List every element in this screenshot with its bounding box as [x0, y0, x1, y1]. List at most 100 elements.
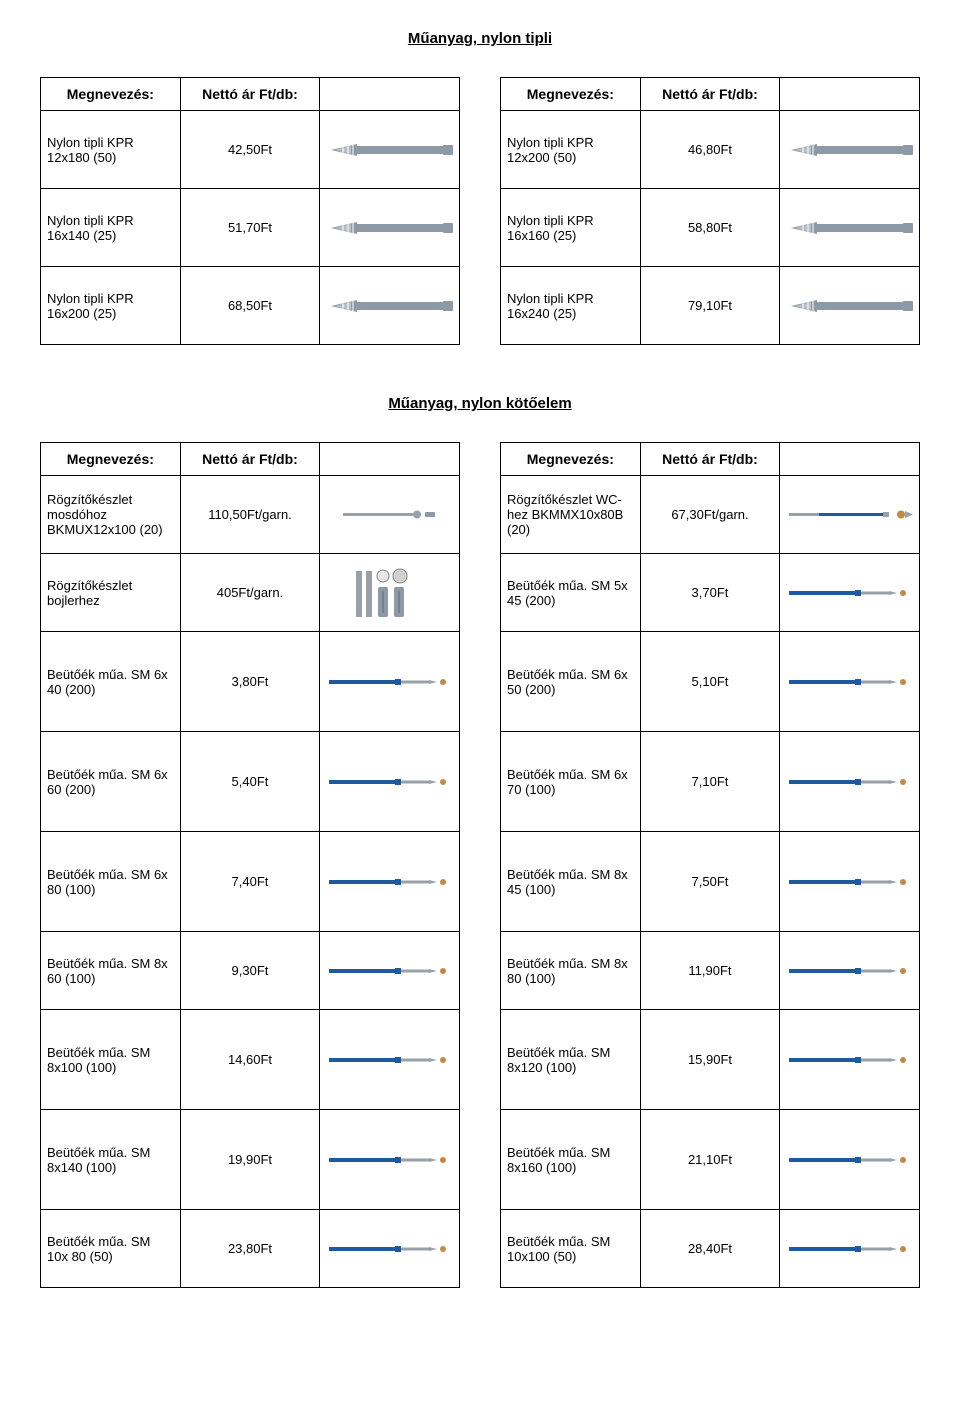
table-row: Beütőék műa. SM 6x 60 (200)5,40Ft — [41, 732, 460, 832]
cell-image — [320, 111, 460, 189]
cell-price: 110,50Ft/garn. — [180, 476, 320, 554]
fastener-icon — [785, 1153, 915, 1167]
cell-price: 15,90Ft — [640, 1010, 780, 1110]
cell-name: Beütőék műa. SM 5x 45 (200) — [501, 554, 641, 632]
bolt-long-icon — [785, 508, 915, 522]
cell-name: Nylon tipli KPR 16x140 (25) — [41, 189, 181, 267]
cell-image — [320, 189, 460, 267]
cell-name: Beütőék műa. SM 6x 70 (100) — [501, 732, 641, 832]
table-row: Nylon tipli KPR 16x140 (25)51,70Ft — [41, 189, 460, 267]
col-image — [780, 78, 920, 111]
col-price: Nettó ár Ft/db: — [640, 443, 780, 476]
cell-name: Beütőék műa. SM 8x 60 (100) — [41, 932, 181, 1010]
table-row: Beütőék műa. SM 5x 45 (200)3,70Ft — [501, 554, 920, 632]
fastener-icon — [785, 775, 915, 789]
col-name: Megnevezés: — [501, 443, 641, 476]
cell-price: 11,90Ft — [640, 932, 780, 1010]
cell-name: Beütőék műa. SM 8x160 (100) — [501, 1110, 641, 1210]
cell-image — [320, 476, 460, 554]
table-row: Beütőék műa. SM 6x 40 (200)3,80Ft — [41, 632, 460, 732]
cell-image — [780, 932, 920, 1010]
cell-image — [320, 1010, 460, 1110]
cell-image — [780, 1110, 920, 1210]
table-row: Beütőék műa. SM 10x100 (50)28,40Ft — [501, 1210, 920, 1288]
col-price: Nettó ár Ft/db: — [180, 78, 320, 111]
document-page: Műanyag, nylon tipli Megnevezés: Nettó á… — [0, 0, 960, 1328]
cell-price: 21,10Ft — [640, 1110, 780, 1210]
cell-name: Beütőék műa. SM 6x 80 (100) — [41, 832, 181, 932]
cell-price: 67,30Ft/garn. — [640, 476, 780, 554]
table-row: Nylon tipli KPR 12x200 (50)46,80Ft — [501, 111, 920, 189]
cell-price: 28,40Ft — [640, 1210, 780, 1288]
table-row: Beütőék műa. SM 8x120 (100)15,90Ft — [501, 1010, 920, 1110]
cell-image — [320, 1110, 460, 1210]
cell-price: 46,80Ft — [640, 111, 780, 189]
cell-price: 23,80Ft — [180, 1210, 320, 1288]
fastener-icon — [785, 675, 915, 689]
cell-name: Beütőék műa. SM 8x140 (100) — [41, 1110, 181, 1210]
fastener-icon — [785, 1053, 915, 1067]
cell-image — [780, 554, 920, 632]
cell-name: Beütőék műa. SM 8x 45 (100) — [501, 832, 641, 932]
cell-price: 51,70Ft — [180, 189, 320, 267]
table-row: Nylon tipli KPR 12x180 (50)42,50Ft — [41, 111, 460, 189]
col-name: Megnevezés: — [41, 443, 181, 476]
plug-icon — [785, 217, 915, 239]
cell-price: 7,40Ft — [180, 832, 320, 932]
table-row: Beütőék műa. SM 6x 50 (200)5,10Ft — [501, 632, 920, 732]
cell-price: 7,10Ft — [640, 732, 780, 832]
cell-name: Nylon tipli KPR 16x200 (25) — [41, 267, 181, 345]
bolt-short-icon — [335, 507, 445, 523]
cell-price: 5,10Ft — [640, 632, 780, 732]
table-row: Nylon tipli KPR 16x240 (25)79,10Ft — [501, 267, 920, 345]
table-row: Beütőék műa. SM 8x160 (100)21,10Ft — [501, 1110, 920, 1210]
col-image — [320, 443, 460, 476]
cell-name: Rögzítőkészlet bojlerhez — [41, 554, 181, 632]
cell-price: 5,40Ft — [180, 732, 320, 832]
table-row: Beütőék műa. SM 8x 45 (100)7,50Ft — [501, 832, 920, 932]
cell-price: 14,60Ft — [180, 1010, 320, 1110]
fastener-icon — [325, 775, 455, 789]
table-row: Nylon tipli KPR 16x160 (25)58,80Ft — [501, 189, 920, 267]
cell-name: Beütőék műa. SM 8x100 (100) — [41, 1010, 181, 1110]
cell-price: 9,30Ft — [180, 932, 320, 1010]
cell-name: Beütőék műa. SM 8x120 (100) — [501, 1010, 641, 1110]
col-price: Nettó ár Ft/db: — [180, 443, 320, 476]
table-row: Rögzítőkészlet bojlerhez405Ft/garn. — [41, 554, 460, 632]
col-name: Megnevezés: — [41, 78, 181, 111]
fastener-icon — [325, 675, 455, 689]
fastener-icon — [785, 586, 915, 600]
col-image — [320, 78, 460, 111]
col-price: Nettó ár Ft/db: — [640, 78, 780, 111]
cell-image — [780, 1010, 920, 1110]
section-title-tipli: Műanyag, nylon tipli — [40, 30, 920, 47]
cell-image — [780, 1210, 920, 1288]
cell-name: Beütőék műa. SM 10x 80 (50) — [41, 1210, 181, 1288]
tipli-table-right: Megnevezés: Nettó ár Ft/db: Nylon tipli … — [500, 77, 920, 345]
cell-name: Beütőék műa. SM 6x 60 (200) — [41, 732, 181, 832]
cell-image — [780, 267, 920, 345]
cell-price: 42,50Ft — [180, 111, 320, 189]
plug-icon — [785, 295, 915, 317]
cell-image — [780, 111, 920, 189]
cell-image — [320, 732, 460, 832]
tipli-tables: Megnevezés: Nettó ár Ft/db: Nylon tipli … — [40, 77, 920, 345]
cell-image — [320, 554, 460, 632]
col-name: Megnevezés: — [501, 78, 641, 111]
cell-image — [780, 732, 920, 832]
cell-price: 19,90Ft — [180, 1110, 320, 1210]
fastener-icon — [325, 964, 455, 978]
cell-image — [780, 476, 920, 554]
cell-image — [780, 632, 920, 732]
plug-icon — [785, 139, 915, 161]
fastener-icon — [325, 875, 455, 889]
cell-name: Nylon tipli KPR 12x200 (50) — [501, 111, 641, 189]
cell-image — [780, 832, 920, 932]
cell-price: 3,70Ft — [640, 554, 780, 632]
plug-icon — [325, 217, 455, 239]
cell-image — [320, 632, 460, 732]
cell-name: Beütőék műa. SM 10x100 (50) — [501, 1210, 641, 1288]
cell-name: Beütőék műa. SM 6x 50 (200) — [501, 632, 641, 732]
cell-name: Nylon tipli KPR 16x240 (25) — [501, 267, 641, 345]
cell-image — [320, 1210, 460, 1288]
